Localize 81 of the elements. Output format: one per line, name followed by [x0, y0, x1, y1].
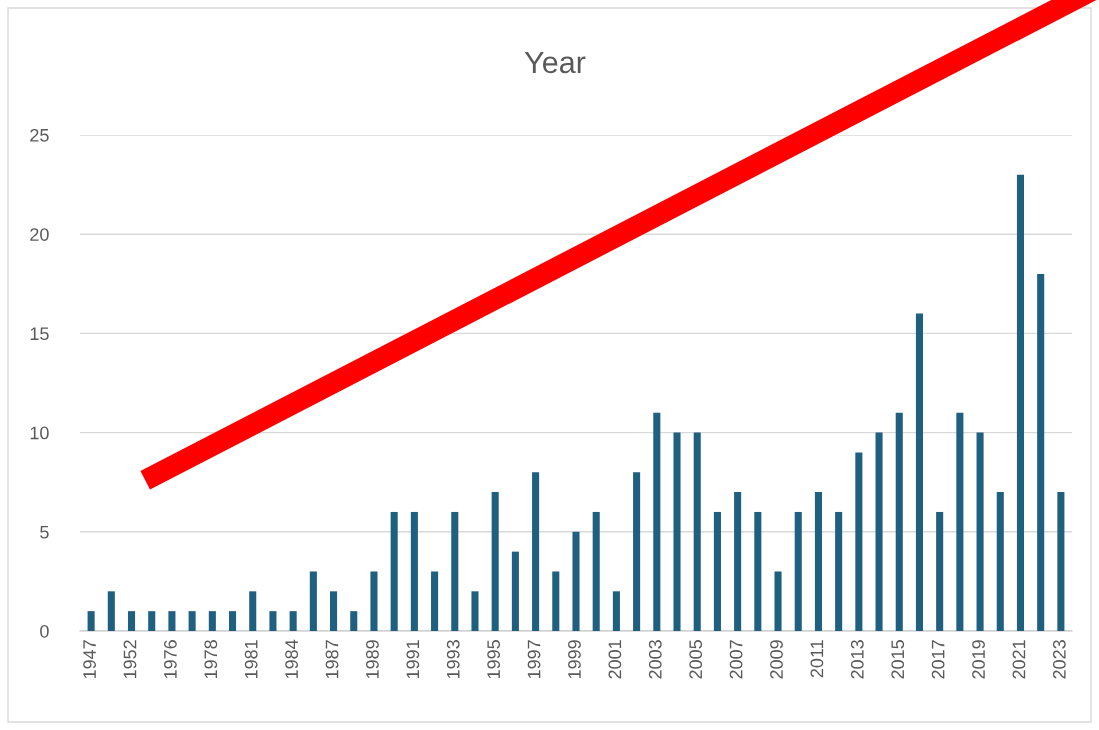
x-tick-label: 1999 — [568, 640, 581, 679]
bar — [996, 492, 1004, 631]
bar — [451, 511, 459, 631]
x-tick-label: 1981 — [244, 640, 258, 679]
y-tick-label: 15 — [30, 327, 49, 341]
x-tick-label: 2005 — [689, 640, 703, 679]
bar — [471, 591, 479, 631]
bar — [208, 611, 216, 631]
y-tick-label: 20 — [30, 228, 49, 241]
bar — [370, 571, 378, 631]
x-tick-label: 1989 — [366, 640, 379, 679]
bar — [855, 452, 863, 631]
bar — [673, 432, 681, 631]
bar — [168, 611, 176, 631]
x-tick-label: 2017 — [931, 640, 945, 679]
x-tick-label: 2015 — [891, 640, 905, 679]
x-tick-label: 1947 — [83, 640, 96, 679]
bar — [330, 591, 338, 631]
bar — [532, 472, 540, 631]
x-tick-label: 1984 — [285, 639, 298, 679]
bar — [713, 511, 721, 631]
bar — [390, 511, 398, 631]
bar — [511, 551, 519, 631]
bar — [1037, 273, 1045, 631]
bar — [249, 591, 257, 631]
bar — [148, 611, 156, 631]
x-tick-label: 1993 — [446, 640, 460, 679]
x-tick-label: 1987 — [325, 640, 339, 679]
bar — [431, 571, 439, 631]
bar — [794, 511, 802, 631]
bar — [976, 432, 984, 631]
bar — [127, 611, 136, 631]
bar — [956, 412, 964, 631]
bar — [633, 472, 641, 631]
bar — [350, 611, 358, 631]
x-tick-label: 2013 — [850, 640, 864, 679]
bar — [188, 611, 196, 631]
bar — [229, 611, 237, 631]
bar — [269, 611, 277, 631]
bar — [289, 611, 297, 631]
bar — [1016, 174, 1025, 631]
x-tick-label: 1995 — [487, 640, 501, 679]
x-tick-label: 2023 — [1052, 640, 1066, 679]
bar — [612, 591, 620, 631]
x-tick-label: 2007 — [729, 640, 743, 679]
y-tick-label: 25 — [30, 128, 49, 142]
bar — [936, 511, 944, 631]
x-tick-label: 2021 — [1012, 640, 1026, 679]
x-tick-label: 1997 — [527, 640, 541, 679]
bar — [653, 412, 661, 631]
bar — [309, 571, 317, 631]
bar — [754, 511, 762, 631]
bar — [592, 511, 600, 631]
bar — [107, 591, 115, 631]
bar — [895, 412, 903, 631]
y-tick-label: 0 — [40, 624, 49, 638]
y-tick-label: 10 — [30, 426, 49, 440]
bar — [552, 571, 560, 631]
chart-title: Year — [524, 51, 586, 74]
x-tick-label: 1991 — [406, 640, 420, 679]
x-tick-label: 2009 — [770, 640, 783, 679]
x-tick-label: 1978 — [204, 640, 218, 679]
bar — [875, 432, 883, 631]
x-tick-label: 2003 — [648, 640, 662, 679]
bar — [572, 531, 580, 631]
bar — [410, 511, 418, 631]
bar — [693, 432, 701, 631]
bar — [814, 492, 822, 631]
x-tick-label: 1976 — [163, 640, 177, 679]
x-tick-label: 1952 — [123, 640, 137, 679]
bar — [1057, 492, 1065, 631]
y-tick-label: 5 — [40, 525, 49, 539]
bar — [774, 571, 782, 631]
bar — [734, 492, 742, 631]
bar — [835, 511, 843, 631]
x-tick-label: 2019 — [972, 640, 985, 679]
x-tick-label: 2011 — [810, 640, 824, 678]
bar — [491, 492, 499, 631]
bar — [87, 611, 95, 631]
bar — [915, 313, 923, 631]
x-tick-label: 2001 — [608, 640, 622, 679]
